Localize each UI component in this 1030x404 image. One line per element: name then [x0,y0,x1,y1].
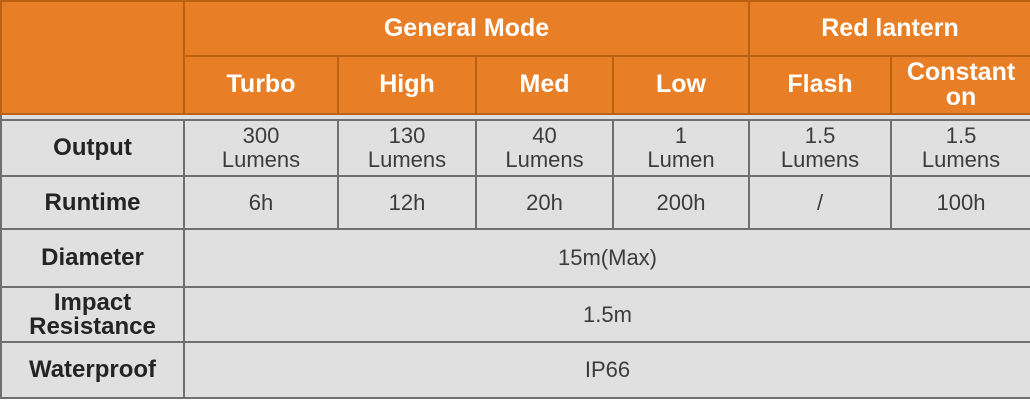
mode-header-low: Low [611,55,751,115]
table-row-runtime: Runtime 6h 12h 20h 200h / 100h [0,175,1030,230]
row-label-impact-resistance: Impact Resistance [0,286,185,343]
corner-cell [0,0,185,115]
row-label-diameter: Diameter [0,228,185,288]
row-label-waterproof: Waterproof [0,341,185,399]
mode-header-constant-on: Constant on [890,55,1030,115]
mode-header-turbo: Turbo [183,55,339,115]
cell-waterproof-all: IP66 [182,341,1030,399]
cell-runtime-constant-on: 100h [890,175,1030,230]
mode-header-high: High [337,55,477,115]
cell-output-med: 40 Lumens [475,119,614,177]
group-header-general-mode: General Mode [182,0,751,57]
mode-header-flash: Flash [748,55,893,115]
cell-runtime-turbo: 6h [183,175,339,230]
table-row-impact-resistance: Impact Resistance 1.5m [0,286,1030,343]
table-row-waterproof: Waterproof IP66 [0,341,1030,399]
group-header-red-lantern: Red lantern [748,0,1030,57]
row-label-runtime: Runtime [0,175,185,230]
mode-header-med: Med [475,55,614,115]
table-row-output: Output 300 Lumens 130 Lumens 40 Lumens 1… [0,119,1030,177]
cell-output-low: 1 Lumen [611,119,751,177]
cell-output-turbo: 300 Lumens [183,119,339,177]
cell-output-constant-on: 1.5 Lumens [890,119,1030,177]
cell-runtime-high: 12h [337,175,477,230]
cell-impact-resistance-all: 1.5m [182,286,1030,343]
row-label-output: Output [0,119,185,177]
cell-output-flash: 1.5 Lumens [748,119,893,177]
cell-runtime-flash: / [748,175,893,230]
header-mode-row: Turbo High Med Low Flash Constant on [1,55,1030,115]
table-row-diameter: Diameter 15m(Max) [0,228,1030,288]
cell-diameter-all: 15m(Max) [182,228,1030,288]
cell-output-high: 130 Lumens [337,119,477,177]
header-group-row: General Mode Red lantern [0,0,1030,115]
cell-runtime-low: 200h [611,175,751,230]
cell-runtime-med: 20h [475,175,614,230]
